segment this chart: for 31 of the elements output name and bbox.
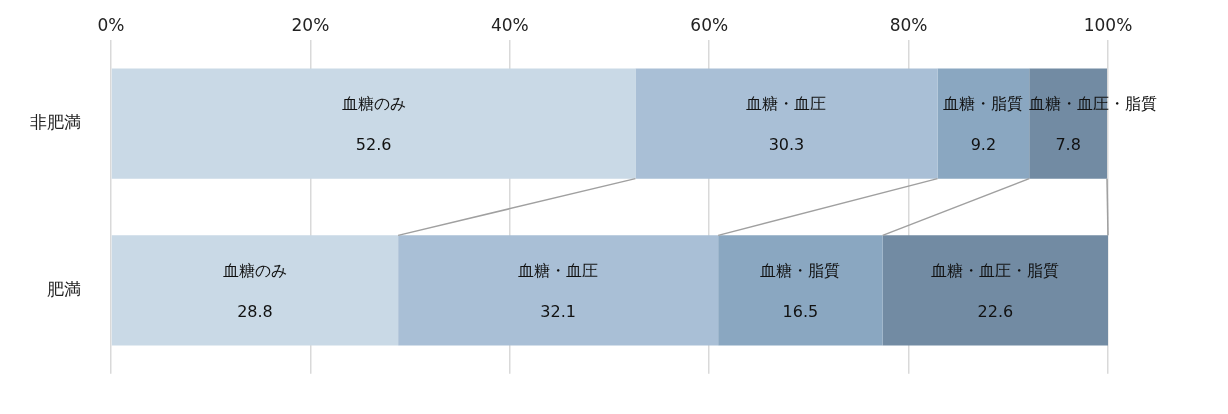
y-tick-label: 肥満	[47, 278, 81, 299]
x-tick-label: 40%	[490, 15, 529, 36]
series-label: 血糖・血圧	[518, 260, 599, 280]
data-label: 22.6	[977, 301, 1014, 321]
text: 血糖のみ	[341, 93, 406, 113]
x-tick-label: 0%	[97, 15, 125, 36]
series-label: 血糖のみ	[222, 260, 287, 280]
text: 血糖・脂質	[760, 260, 841, 280]
x-tick-label: 80%	[889, 15, 928, 36]
bar	[111, 68, 636, 179]
bar	[718, 235, 883, 346]
data-label: 9.2	[970, 134, 997, 154]
text: 血糖・血圧	[746, 93, 827, 113]
x-tick-label: 100%	[1083, 15, 1133, 36]
bar	[1029, 68, 1107, 179]
data-label: 52.6	[355, 134, 392, 154]
x-tick-label: 20%	[291, 15, 330, 36]
data-label: 32.1	[540, 301, 576, 321]
bar	[937, 68, 1030, 179]
bar	[882, 235, 1108, 346]
data-label: 30.3	[768, 134, 805, 154]
data-label: 16.5	[782, 301, 819, 321]
text: 血糖・血圧・脂質	[931, 260, 1060, 280]
bar	[398, 235, 719, 346]
bar	[635, 68, 938, 179]
data-label: 7.8	[1055, 134, 1081, 154]
x-tick-label: 60%	[690, 15, 729, 36]
series-label: 血糖・脂質	[943, 93, 1024, 113]
data-label: 28.8	[237, 301, 273, 321]
bar	[111, 235, 399, 346]
y-tick-label: 非肥満	[30, 112, 81, 133]
